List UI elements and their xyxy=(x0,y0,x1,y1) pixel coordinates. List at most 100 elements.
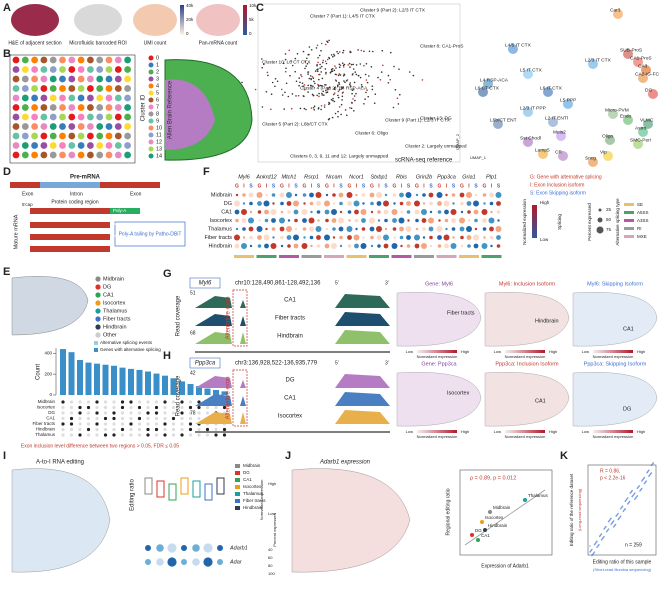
spot xyxy=(87,104,94,111)
dot xyxy=(270,243,277,249)
box xyxy=(156,480,165,498)
cell xyxy=(307,91,309,93)
dot xyxy=(324,200,330,207)
spot xyxy=(12,75,20,83)
label: Ppp3ca: Skipping Isoform xyxy=(584,361,647,367)
cell xyxy=(297,94,300,97)
dot xyxy=(339,244,343,248)
matrix-dot xyxy=(103,416,108,421)
cell-cluster xyxy=(478,87,488,97)
label: 4 xyxy=(156,83,159,89)
panel-letter: G xyxy=(163,268,172,280)
dot xyxy=(271,218,276,223)
label: I xyxy=(243,183,245,189)
bar xyxy=(187,384,194,395)
dot xyxy=(293,234,299,241)
colorbar xyxy=(417,430,457,433)
dot xyxy=(156,544,164,552)
as-type xyxy=(436,255,457,258)
dot xyxy=(422,193,426,197)
matrix-dot xyxy=(197,405,201,410)
dot xyxy=(406,235,411,240)
point xyxy=(591,554,593,557)
dot xyxy=(280,235,284,240)
dot xyxy=(286,201,292,206)
cell-type-label: Astro xyxy=(635,125,647,131)
label: A-to-I RNA editing xyxy=(36,460,84,466)
adarb1-map xyxy=(291,468,411,573)
matrix-dot xyxy=(69,422,74,426)
spot xyxy=(40,113,48,121)
cell xyxy=(328,117,331,120)
dot xyxy=(257,201,262,206)
spot xyxy=(68,123,76,130)
label: DG xyxy=(475,528,482,533)
label: Fiber tracts xyxy=(275,316,305,322)
label: Thalamus xyxy=(103,308,127,314)
label: High xyxy=(268,481,276,486)
cell xyxy=(352,88,355,91)
label: CA1 xyxy=(103,292,114,298)
legend-swatch xyxy=(94,341,98,345)
point xyxy=(598,535,601,538)
cell-type-label: CA3 xyxy=(638,63,648,69)
label: Poly-A tailing by Patho-DBiT xyxy=(119,231,182,237)
cell-cluster xyxy=(588,157,598,167)
cell xyxy=(341,95,344,98)
gene-name: Stxbp1 xyxy=(370,174,387,180)
matrix-dot xyxy=(214,427,218,432)
pan-image xyxy=(196,4,240,36)
gene-name: Ppp3ca xyxy=(437,174,456,180)
dot xyxy=(361,218,366,223)
label: 3' xyxy=(385,280,389,286)
label: Exon xyxy=(130,191,142,197)
matrix-dot xyxy=(112,416,116,421)
point xyxy=(624,500,626,503)
spot xyxy=(114,75,122,83)
cell xyxy=(348,62,351,65)
label: High xyxy=(637,349,645,354)
dot xyxy=(309,192,314,198)
point xyxy=(470,533,474,537)
spot xyxy=(31,113,38,121)
spot xyxy=(105,75,113,83)
dot xyxy=(422,236,426,239)
label: Isocortex xyxy=(485,515,504,520)
bar xyxy=(94,363,100,395)
label: 78 xyxy=(190,410,196,416)
dot xyxy=(303,202,306,205)
matrix-dot xyxy=(180,411,184,415)
cell xyxy=(303,88,306,91)
dot xyxy=(332,202,336,205)
spot xyxy=(87,113,94,121)
cell xyxy=(254,88,257,91)
label: Normalized expression xyxy=(505,434,546,439)
dot xyxy=(156,558,164,566)
label: Midbrain xyxy=(493,505,511,510)
legend-swatch xyxy=(235,499,240,503)
spot xyxy=(31,94,38,102)
dot xyxy=(279,217,285,224)
dot xyxy=(391,209,398,215)
dot xyxy=(473,200,479,207)
dot xyxy=(473,234,479,241)
label: I xyxy=(491,183,493,189)
cell xyxy=(341,87,343,90)
label: G xyxy=(393,183,397,189)
matrix-dot xyxy=(103,411,108,415)
dot xyxy=(489,235,494,240)
cell xyxy=(328,39,330,42)
matrix-dot xyxy=(78,427,82,432)
matrix-dot xyxy=(103,405,108,410)
cell xyxy=(261,106,264,108)
cell xyxy=(344,81,346,83)
dot xyxy=(400,244,403,248)
label: Normalized expression xyxy=(593,354,634,359)
cell xyxy=(325,91,328,94)
dot xyxy=(383,209,389,215)
cell xyxy=(390,51,392,54)
cell xyxy=(337,96,340,99)
cell xyxy=(331,116,334,119)
cell-type-label: Micro-PVM xyxy=(605,107,629,113)
